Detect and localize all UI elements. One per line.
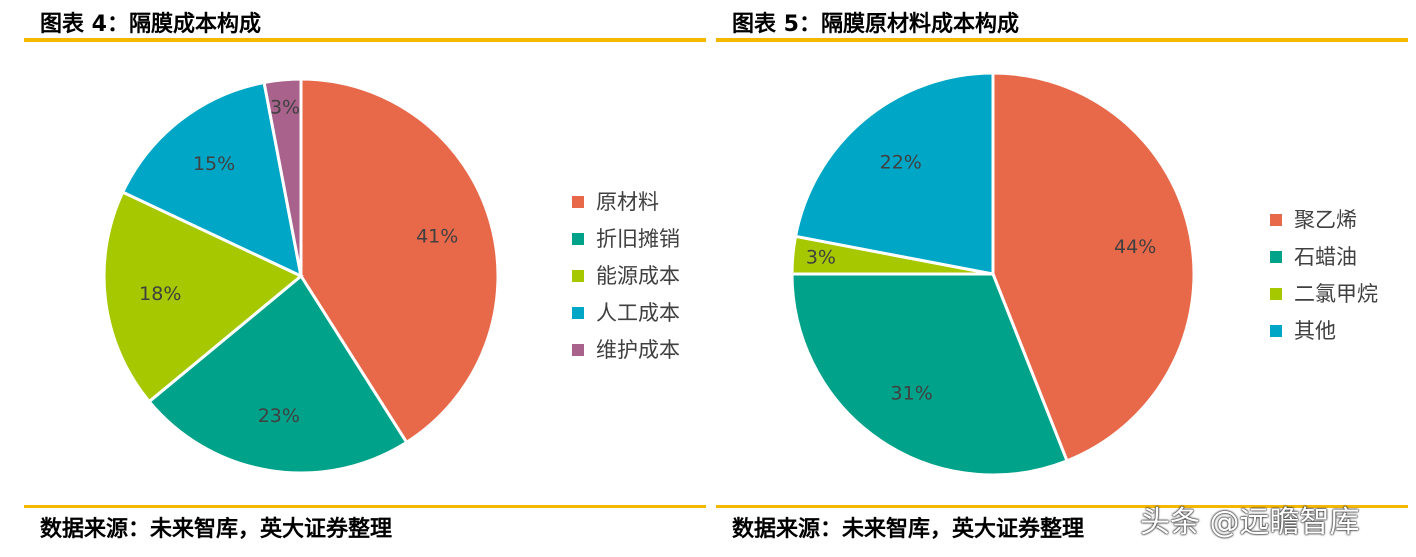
pie-data-label: 15% [193, 153, 235, 175]
pie-slice-5 [262, 77, 303, 277]
legend-label: 人工成本 [596, 301, 680, 325]
pie-slice-2 [790, 272, 1069, 477]
legend-swatch [1270, 325, 1282, 337]
legend-swatch [572, 196, 584, 208]
legend-label: 能源成本 [596, 264, 680, 288]
watermark: 头条 @远瞻智库 [1140, 505, 1360, 540]
legend-swatch [572, 233, 584, 245]
pie-data-label: 44% [1114, 236, 1156, 258]
pie-data-label: 18% [139, 283, 181, 305]
pie-slice-4 [793, 71, 995, 276]
pie-data-label: 3% [270, 96, 300, 118]
legend-swatch [572, 270, 584, 282]
pie-slice-3 [102, 190, 304, 404]
pie-slice-1 [991, 71, 1196, 463]
legend-label: 维护成本 [596, 338, 680, 362]
legend-label: 二氯甲烷 [1294, 282, 1378, 306]
legend-label: 聚乙烯 [1294, 208, 1357, 232]
pie-data-label: 41% [416, 225, 458, 247]
pie-data-label: 23% [258, 405, 300, 427]
pie-data-label: 22% [880, 151, 922, 173]
legend-swatch [1270, 251, 1282, 263]
pie-slice-4 [120, 80, 304, 279]
source-note-right: 数据来源：未来智库，英大证券整理 [732, 517, 1085, 542]
legend-swatch [572, 344, 584, 356]
legend-label: 折旧摊销 [596, 227, 680, 251]
figure-5-title: 图表 5：隔膜原材料成本构成 [732, 12, 1019, 37]
legend-label: 原材料 [596, 190, 659, 214]
legend-swatch [1270, 214, 1282, 226]
legend-label: 其他 [1294, 319, 1336, 343]
source-rule-right [716, 505, 1408, 508]
source-note-left: 数据来源：未来智库，英大证券整理 [40, 517, 393, 542]
source-rule-left [24, 505, 706, 508]
pie-data-label: 3% [806, 247, 836, 269]
legend-label: 石蜡油 [1294, 245, 1357, 269]
pie-slice-2 [147, 273, 409, 475]
figure-4-title: 图表 4：隔膜成本构成 [40, 12, 261, 37]
title-rule-left [24, 38, 706, 42]
title-rule-right [716, 38, 1408, 42]
legend-swatch [572, 307, 584, 319]
legend-swatch [1270, 288, 1282, 300]
pie-data-label: 31% [891, 383, 933, 405]
